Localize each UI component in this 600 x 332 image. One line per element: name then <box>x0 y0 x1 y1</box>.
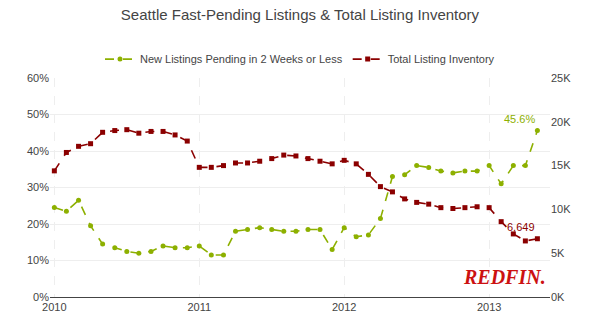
svg-text:0%: 0% <box>33 291 49 303</box>
svg-text:2012: 2012 <box>332 301 356 313</box>
svg-text:5K: 5K <box>551 247 565 259</box>
svg-text:2010: 2010 <box>42 301 66 313</box>
svg-text:50%: 50% <box>27 108 49 120</box>
svg-text:6,649: 6,649 <box>507 221 535 233</box>
svg-text:20K: 20K <box>551 116 571 128</box>
svg-text:60%: 60% <box>27 72 49 84</box>
svg-text:10%: 10% <box>27 254 49 266</box>
svg-text:0K: 0K <box>551 291 565 303</box>
svg-text:2011: 2011 <box>187 301 211 313</box>
svg-text:2013: 2013 <box>477 301 501 313</box>
svg-text:Total Listing Inventory: Total Listing Inventory <box>388 53 495 65</box>
svg-text:REDFIN.: REDFIN. <box>463 266 546 288</box>
svg-text:30%: 30% <box>27 181 49 193</box>
svg-text:10K: 10K <box>551 203 571 215</box>
svg-text:New Listings Pending in 2 Week: New Listings Pending in 2 Weeks or Less <box>140 53 343 65</box>
svg-text:20%: 20% <box>27 218 49 230</box>
svg-text:45.6%: 45.6% <box>504 113 535 125</box>
svg-text:40%: 40% <box>27 145 49 157</box>
svg-text:Seattle Fast-Pending Listings: Seattle Fast-Pending Listings & Total Li… <box>121 6 480 23</box>
svg-text:25K: 25K <box>551 72 571 84</box>
svg-text:15K: 15K <box>551 159 571 171</box>
